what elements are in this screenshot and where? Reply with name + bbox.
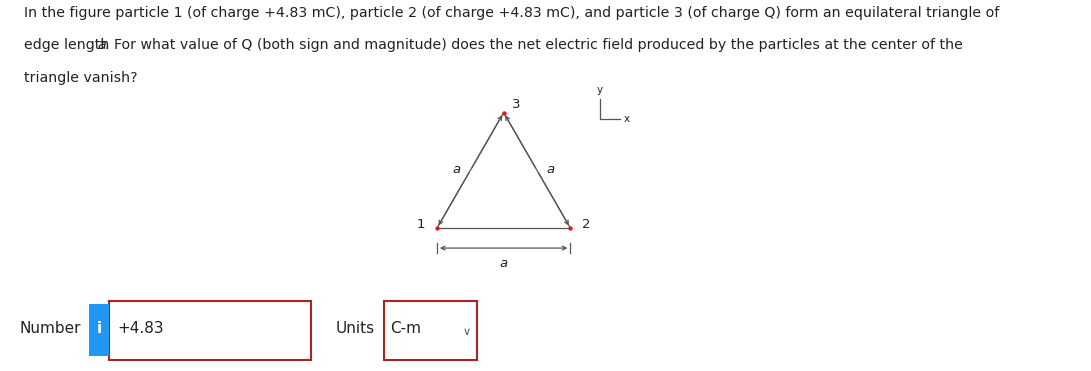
Text: edge length: edge length <box>24 38 113 52</box>
Text: . For what value of Q (both sign and magnitude) does the net electric field prod: . For what value of Q (both sign and mag… <box>105 38 962 52</box>
FancyBboxPatch shape <box>109 301 311 359</box>
Text: a: a <box>98 38 107 52</box>
Text: a: a <box>500 257 507 270</box>
Text: ∨: ∨ <box>463 327 471 337</box>
Text: 2: 2 <box>583 217 591 231</box>
Text: triangle vanish?: triangle vanish? <box>24 71 137 85</box>
FancyBboxPatch shape <box>384 301 477 359</box>
Text: In the figure particle 1 (of charge +4.83 mC), particle 2 (of charge +4.83 mC), : In the figure particle 1 (of charge +4.8… <box>24 6 999 20</box>
Text: i: i <box>97 321 101 336</box>
Text: y: y <box>597 85 602 95</box>
Text: Number: Number <box>20 321 81 336</box>
Text: Units: Units <box>336 321 375 336</box>
Text: C-m: C-m <box>391 321 421 336</box>
Text: +4.83: +4.83 <box>118 321 165 336</box>
Text: 3: 3 <box>512 98 520 111</box>
Text: a: a <box>547 162 554 175</box>
Text: 1: 1 <box>417 217 425 231</box>
Text: a: a <box>453 162 461 175</box>
FancyBboxPatch shape <box>89 304 109 356</box>
Text: x: x <box>624 114 630 124</box>
